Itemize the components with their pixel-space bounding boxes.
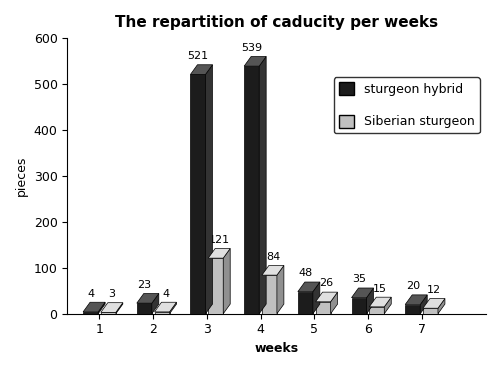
Polygon shape [154, 312, 169, 314]
Polygon shape [384, 297, 391, 314]
Text: 12: 12 [427, 285, 441, 295]
Text: 4: 4 [87, 289, 94, 299]
Polygon shape [438, 299, 445, 314]
Polygon shape [137, 293, 159, 303]
Text: 15: 15 [373, 283, 387, 293]
Polygon shape [101, 303, 123, 312]
Polygon shape [83, 312, 98, 314]
Text: 84: 84 [266, 252, 280, 262]
Text: 539: 539 [241, 43, 262, 53]
Polygon shape [190, 74, 205, 314]
Polygon shape [277, 266, 284, 314]
Text: 26: 26 [320, 279, 334, 289]
Polygon shape [244, 66, 259, 314]
Text: 35: 35 [352, 274, 366, 284]
Polygon shape [154, 302, 176, 312]
Polygon shape [98, 302, 105, 314]
Polygon shape [405, 305, 420, 314]
Polygon shape [83, 302, 105, 312]
Text: 3: 3 [108, 289, 115, 299]
Polygon shape [259, 57, 266, 314]
Polygon shape [369, 297, 391, 307]
Polygon shape [298, 282, 320, 292]
Polygon shape [316, 292, 338, 302]
Polygon shape [262, 275, 277, 314]
X-axis label: weeks: weeks [255, 342, 299, 355]
Polygon shape [298, 292, 313, 314]
Polygon shape [208, 258, 223, 314]
Polygon shape [423, 308, 438, 314]
Y-axis label: pieces: pieces [15, 156, 28, 196]
Text: 20: 20 [406, 281, 420, 291]
Polygon shape [137, 303, 152, 314]
Polygon shape [169, 302, 176, 314]
Legend: sturgeon hybrid, Siberian sturgeon: sturgeon hybrid, Siberian sturgeon [334, 77, 480, 134]
Polygon shape [208, 249, 230, 258]
Text: 23: 23 [137, 280, 151, 290]
Polygon shape [367, 288, 374, 314]
Title: The repartition of caducity per weeks: The repartition of caducity per weeks [115, 15, 438, 30]
Polygon shape [369, 307, 384, 314]
Polygon shape [420, 295, 427, 314]
Polygon shape [352, 288, 374, 297]
Polygon shape [190, 65, 212, 74]
Polygon shape [205, 65, 212, 314]
Polygon shape [262, 266, 284, 275]
Polygon shape [331, 292, 338, 314]
Text: 121: 121 [208, 235, 230, 245]
Polygon shape [101, 312, 116, 314]
Polygon shape [244, 57, 266, 66]
Polygon shape [313, 282, 320, 314]
Polygon shape [152, 293, 159, 314]
Text: 4: 4 [162, 289, 169, 299]
Polygon shape [405, 295, 427, 305]
Text: 521: 521 [187, 51, 208, 61]
Polygon shape [116, 303, 123, 314]
Polygon shape [316, 302, 331, 314]
Polygon shape [223, 249, 230, 314]
Polygon shape [352, 297, 367, 314]
Text: 48: 48 [298, 268, 313, 278]
Polygon shape [423, 299, 445, 308]
